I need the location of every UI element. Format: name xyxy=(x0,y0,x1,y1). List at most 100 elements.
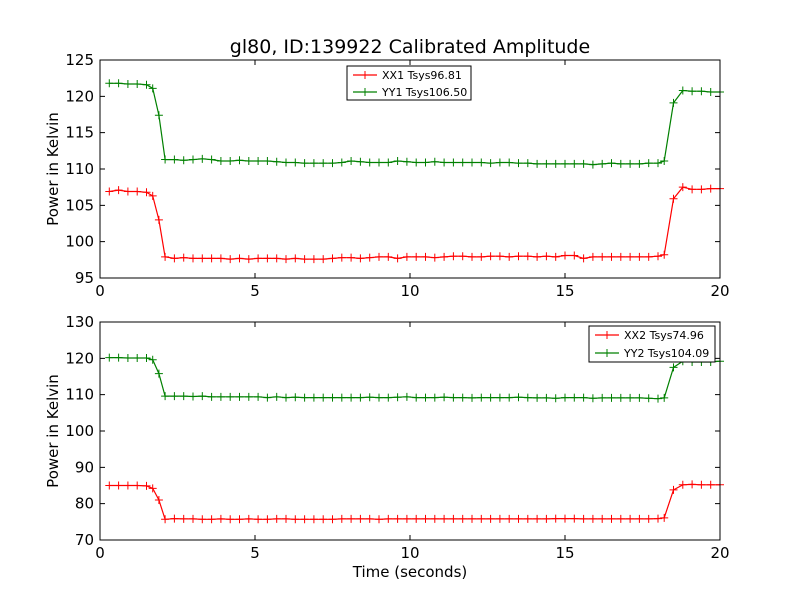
data-point-marker xyxy=(180,156,188,164)
data-point-marker xyxy=(645,515,653,523)
data-point-marker xyxy=(254,515,262,523)
data-point-marker xyxy=(580,394,588,402)
data-point-marker xyxy=(561,515,569,523)
data-point-marker xyxy=(310,159,318,167)
data-point-marker xyxy=(440,515,448,523)
x-tick-label: 0 xyxy=(95,282,105,300)
data-point-marker xyxy=(645,394,653,402)
data-point-marker xyxy=(440,158,448,166)
data-point-marker xyxy=(217,254,225,262)
data-point-marker xyxy=(155,370,163,378)
data-point-marker xyxy=(707,481,715,489)
data-point-marker xyxy=(236,515,244,523)
data-point-marker xyxy=(273,254,281,262)
data-point-marker xyxy=(431,158,439,166)
data-point-marker xyxy=(496,394,504,402)
data-point-marker xyxy=(282,394,290,402)
data-point-marker xyxy=(338,254,346,262)
data-point-marker xyxy=(707,185,715,193)
data-point-marker xyxy=(660,157,668,165)
data-point-marker xyxy=(542,160,550,168)
data-point-marker xyxy=(189,515,197,523)
data-point-marker xyxy=(561,394,569,402)
data-point-marker xyxy=(707,88,715,96)
data-point-marker xyxy=(533,160,541,168)
data-point-marker xyxy=(542,252,550,260)
data-point-marker xyxy=(697,481,705,489)
data-point-marker xyxy=(310,255,318,263)
data-point-marker xyxy=(105,482,113,490)
data-point-marker xyxy=(431,254,439,262)
data-point-marker xyxy=(505,394,513,402)
data-point-marker xyxy=(505,253,513,261)
data-point-marker xyxy=(236,393,244,401)
data-point-marker xyxy=(180,254,188,262)
data-point-marker xyxy=(589,253,597,261)
data-point-marker xyxy=(660,514,668,522)
data-point-marker xyxy=(273,393,281,401)
data-point-marker xyxy=(688,185,696,193)
data-point-marker xyxy=(226,393,234,401)
y-tick-label: 125 xyxy=(65,51,94,69)
data-point-marker xyxy=(580,160,588,168)
data-point-marker xyxy=(143,354,151,362)
data-point-marker xyxy=(375,253,383,261)
data-point-marker xyxy=(263,254,271,262)
x-tick-label: 0 xyxy=(95,544,105,562)
y-tick-label: 70 xyxy=(75,531,94,549)
data-point-marker xyxy=(115,354,123,362)
data-point-marker xyxy=(301,255,309,263)
series-2-1 xyxy=(105,480,724,523)
data-point-marker xyxy=(208,393,216,401)
data-point-marker xyxy=(617,394,625,402)
data-point-marker xyxy=(161,156,169,164)
data-point-marker xyxy=(542,394,550,402)
data-point-marker xyxy=(155,111,163,119)
series-line xyxy=(109,484,720,519)
data-point-marker xyxy=(617,160,625,168)
data-point-marker xyxy=(598,160,606,168)
data-point-marker xyxy=(217,157,225,165)
y-axis-label: Power in Kelvin xyxy=(44,374,62,488)
x-tick-label: 20 xyxy=(710,282,729,300)
y-tick-label: 95 xyxy=(75,269,94,287)
data-point-marker xyxy=(356,254,364,262)
y-tick-label: 110 xyxy=(65,160,94,178)
data-point-marker xyxy=(245,393,253,401)
data-point-marker xyxy=(580,515,588,523)
data-point-marker xyxy=(505,515,513,523)
y-tick-label: 100 xyxy=(65,422,94,440)
data-point-marker xyxy=(347,254,355,262)
data-point-marker xyxy=(208,156,216,164)
data-point-marker xyxy=(459,394,467,402)
data-point-marker xyxy=(366,515,374,523)
data-point-marker xyxy=(133,354,141,362)
data-point-marker xyxy=(635,515,643,523)
data-point-marker xyxy=(487,159,495,167)
data-point-marker xyxy=(375,515,383,523)
data-point-marker xyxy=(356,158,364,166)
data-point-marker xyxy=(149,356,157,364)
chart-panel-1: 0 5 10 15 20 95 100 105 110 115 120 125 Power in Kel… xyxy=(44,51,730,300)
data-point-marker xyxy=(273,158,281,166)
data-point-marker xyxy=(598,253,606,261)
data-point-marker xyxy=(487,515,495,523)
data-point-marker xyxy=(477,394,485,402)
data-point-marker xyxy=(301,159,309,167)
data-point-marker xyxy=(589,394,597,402)
data-point-marker xyxy=(170,156,178,164)
data-point-marker xyxy=(208,515,216,523)
legend: XX2 Tsys74.96 YY2 Tsys104.09 xyxy=(589,326,715,362)
data-point-marker xyxy=(124,354,132,362)
data-point-marker xyxy=(133,80,141,88)
data-point-marker xyxy=(505,158,513,166)
data-point-marker xyxy=(440,253,448,261)
data-point-marker xyxy=(403,253,411,261)
data-point-marker xyxy=(226,255,234,263)
data-point-marker xyxy=(375,394,383,402)
legend: XX1 Tsys96.81 YY1 Tsys106.50 xyxy=(347,66,471,100)
data-point-marker xyxy=(403,158,411,166)
data-point-marker xyxy=(459,252,467,260)
